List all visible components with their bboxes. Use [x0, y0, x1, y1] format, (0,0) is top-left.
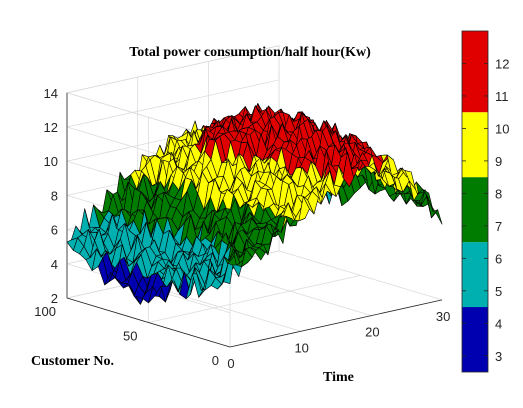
y-axis-line: [66, 297, 231, 348]
colorbar-band: [462, 242, 488, 308]
x-axis-line: [229, 299, 443, 348]
x-axis-label: Time: [323, 370, 354, 385]
surface-patch: [431, 209, 443, 225]
chart-axes: [66, 92, 443, 348]
colorbar-tick-label: 3: [495, 349, 502, 364]
surface-plot: [66, 103, 443, 305]
z-tick-label: 2: [51, 291, 58, 306]
colorbar-tick-label: 7: [495, 219, 502, 234]
y-axis-label: Customer No.: [31, 354, 114, 369]
colorbar-tick-label: 6: [495, 251, 502, 266]
y-tick-label: 50: [123, 329, 137, 344]
colorbar-tick-label: 11: [495, 89, 509, 104]
colorbar-tick-label: 5: [495, 284, 502, 299]
colorbar-tick-label: 9: [495, 154, 502, 169]
colorbar-frame: [461, 30, 489, 373]
x-tick-label: 10: [294, 340, 308, 355]
z-tick-label: 12: [44, 120, 58, 135]
x-tick-label: 20: [365, 325, 379, 340]
z-tick-label: 14: [44, 86, 58, 101]
colorbar-band: [462, 112, 488, 178]
y-tick-label: 0: [212, 353, 219, 368]
z-tick-label: 4: [51, 257, 58, 272]
colorbar: 3 4 5 6 7 8 9 10 11 12: [461, 30, 509, 373]
colorbar-tick-label: 4: [495, 316, 502, 331]
z-tick-label: 10: [44, 154, 58, 169]
y-tick-label: 100: [34, 304, 56, 319]
colorbar-tick-label: 10: [495, 121, 509, 136]
colorbar-band: [462, 177, 488, 243]
colorbar-band: [462, 307, 488, 372]
z-tick-label: 6: [51, 223, 58, 238]
colorbar-tick-label: 8: [495, 186, 502, 201]
x-tick-label: 0: [227, 356, 234, 371]
x-tick-label: 30: [436, 309, 450, 324]
gridline: [66, 79, 280, 128]
z-tick-label: 8: [51, 188, 58, 203]
colorbar-tick-label: 12: [495, 57, 509, 72]
chart-title: Total power consumption/half hour(Kw): [129, 45, 371, 60]
colorbar-band: [462, 31, 488, 113]
